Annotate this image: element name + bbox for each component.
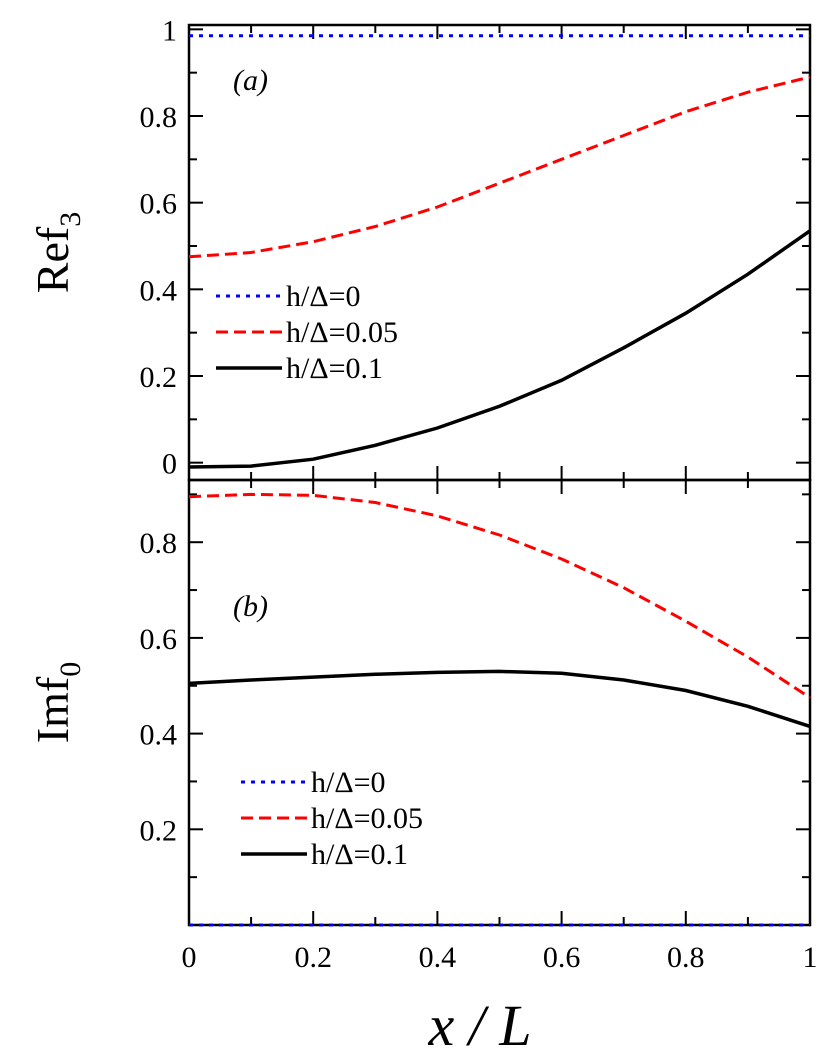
- legend-label: h/Δ=0: [311, 766, 386, 799]
- y-tick-label: 0: [162, 448, 177, 481]
- legend-label: h/Δ=0.05: [311, 802, 423, 835]
- x-tick-label: 0.6: [543, 941, 581, 974]
- y-tick-label: 0.8: [140, 527, 178, 560]
- y-tick-label: 0.6: [140, 188, 178, 221]
- panel-label: (b): [233, 590, 268, 623]
- series-line: [188, 229, 812, 469]
- y-tick-label: 0.4: [140, 719, 178, 752]
- legend-label: h/Δ=0.1: [286, 352, 383, 385]
- plot-frame: [187, 23, 812, 482]
- panel-b: 0 0.2 0.4 0.6 0.8 10.20.40.60.8Imf0(b)h/Δ=0h/…: [27, 478, 817, 974]
- y-tick-label: 0.6: [140, 623, 178, 656]
- x-tick-label: 0.2: [294, 941, 332, 974]
- plot-frame: [187, 478, 812, 927]
- x-tick-label: 0: [182, 941, 197, 974]
- series-line: [188, 669, 811, 729]
- y-tick-label: 1: [162, 14, 177, 47]
- panel-label: (a): [233, 64, 268, 97]
- legend-label: h/Δ=0.1: [311, 838, 408, 871]
- series-line: [188, 75, 811, 259]
- legend-label: h/Δ=0.05: [286, 316, 398, 349]
- y-axis-label: Ref3: [27, 212, 87, 293]
- x-tick-label: 1: [803, 941, 817, 974]
- x-tick-label: 0.8: [667, 941, 705, 974]
- y-axis-label: Imf0: [27, 662, 87, 743]
- y-tick-label: 0.2: [140, 361, 178, 394]
- series-line: [188, 492, 811, 699]
- legend-label: h/Δ=0: [286, 280, 361, 313]
- x-axis-label: x / L: [427, 993, 531, 1057]
- y-tick-label: 0.4: [140, 274, 178, 307]
- panel-a: 0 0.2 0.4 0.6 0.8 1 Ref3 (a) h/Δ=0h/Δ=0.05h/Δ=0.…: [27, 14, 812, 482]
- y-tick-label: 0.8: [140, 101, 178, 134]
- y-tick-label: 0.2: [140, 814, 178, 847]
- x-tick-label: 0.4: [419, 941, 457, 974]
